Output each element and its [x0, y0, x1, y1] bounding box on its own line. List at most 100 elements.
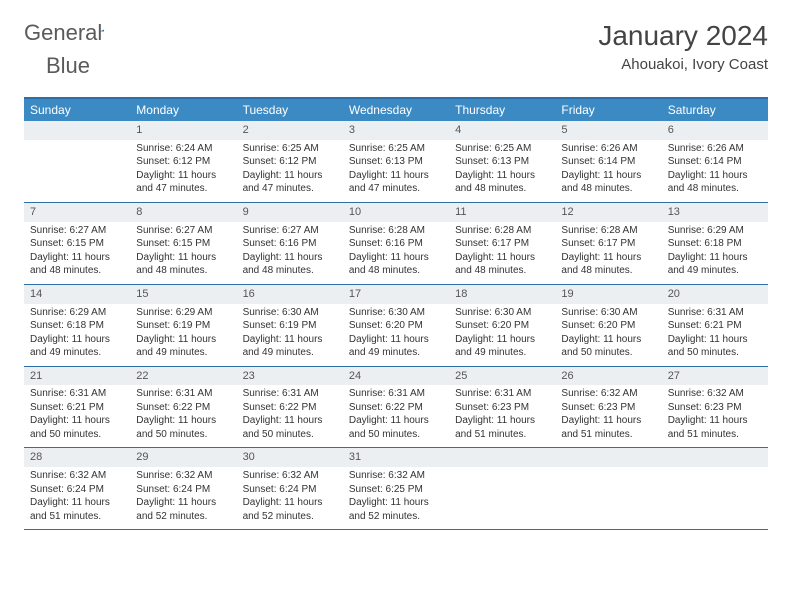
weekday-tuesday: Tuesday — [237, 99, 343, 121]
brand-mark-icon — [100, 21, 104, 39]
weeks-container: 1Sunrise: 6:24 AMSunset: 6:12 PMDaylight… — [24, 121, 768, 530]
day-number: 19 — [555, 285, 661, 304]
day-cell: 1Sunrise: 6:24 AMSunset: 6:12 PMDaylight… — [130, 121, 236, 202]
day-body: Sunrise: 6:30 AMSunset: 6:20 PMDaylight:… — [449, 304, 555, 366]
sunset-text: Sunset: 6:22 PM — [349, 401, 443, 415]
sunset-text: Sunset: 6:14 PM — [561, 155, 655, 169]
day-body: Sunrise: 6:27 AMSunset: 6:16 PMDaylight:… — [237, 222, 343, 284]
day-number: 2 — [237, 121, 343, 140]
sunrise-text: Sunrise: 6:28 AM — [455, 224, 549, 238]
day-body: Sunrise: 6:26 AMSunset: 6:14 PMDaylight:… — [555, 140, 661, 202]
day-number: 23 — [237, 367, 343, 386]
day-body: Sunrise: 6:25 AMSunset: 6:12 PMDaylight:… — [237, 140, 343, 202]
sunset-text: Sunset: 6:20 PM — [349, 319, 443, 333]
sunrise-text: Sunrise: 6:28 AM — [349, 224, 443, 238]
day-number: 28 — [24, 448, 130, 467]
sunset-text: Sunset: 6:16 PM — [349, 237, 443, 251]
sunrise-text: Sunrise: 6:28 AM — [561, 224, 655, 238]
day-body: Sunrise: 6:32 AMSunset: 6:24 PMDaylight:… — [24, 467, 130, 529]
day-number: 13 — [662, 203, 768, 222]
daylight-text: Daylight: 11 hours and 49 minutes. — [349, 333, 443, 360]
daylight-text: Daylight: 11 hours and 49 minutes. — [243, 333, 337, 360]
weekday-header-row: SundayMondayTuesdayWednesdayThursdayFrid… — [24, 99, 768, 121]
day-cell: 12Sunrise: 6:28 AMSunset: 6:17 PMDayligh… — [555, 203, 661, 284]
day-number — [449, 448, 555, 467]
day-cell: 19Sunrise: 6:30 AMSunset: 6:20 PMDayligh… — [555, 285, 661, 366]
day-number: 10 — [343, 203, 449, 222]
day-number: 25 — [449, 367, 555, 386]
day-cell: 26Sunrise: 6:32 AMSunset: 6:23 PMDayligh… — [555, 367, 661, 448]
day-cell: 11Sunrise: 6:28 AMSunset: 6:17 PMDayligh… — [449, 203, 555, 284]
daylight-text: Daylight: 11 hours and 47 minutes. — [349, 169, 443, 196]
sunrise-text: Sunrise: 6:31 AM — [668, 306, 762, 320]
sunrise-text: Sunrise: 6:27 AM — [30, 224, 124, 238]
week-row: 7Sunrise: 6:27 AMSunset: 6:15 PMDaylight… — [24, 203, 768, 285]
page-subtitle: Ahouakoi, Ivory Coast — [598, 56, 768, 73]
sunset-text: Sunset: 6:21 PM — [30, 401, 124, 415]
day-body: Sunrise: 6:30 AMSunset: 6:19 PMDaylight:… — [237, 304, 343, 366]
day-cell: 7Sunrise: 6:27 AMSunset: 6:15 PMDaylight… — [24, 203, 130, 284]
day-cell: 13Sunrise: 6:29 AMSunset: 6:18 PMDayligh… — [662, 203, 768, 284]
day-number: 18 — [449, 285, 555, 304]
weekday-monday: Monday — [130, 99, 236, 121]
day-number: 31 — [343, 448, 449, 467]
daylight-text: Daylight: 11 hours and 50 minutes. — [243, 414, 337, 441]
day-body: Sunrise: 6:25 AMSunset: 6:13 PMDaylight:… — [449, 140, 555, 202]
sunset-text: Sunset: 6:18 PM — [668, 237, 762, 251]
day-body: Sunrise: 6:32 AMSunset: 6:24 PMDaylight:… — [130, 467, 236, 529]
day-number — [555, 448, 661, 467]
daylight-text: Daylight: 11 hours and 48 minutes. — [455, 169, 549, 196]
sunset-text: Sunset: 6:24 PM — [30, 483, 124, 497]
day-body: Sunrise: 6:32 AMSunset: 6:23 PMDaylight:… — [662, 385, 768, 447]
day-body: Sunrise: 6:26 AMSunset: 6:14 PMDaylight:… — [662, 140, 768, 202]
sunset-text: Sunset: 6:19 PM — [136, 319, 230, 333]
sunrise-text: Sunrise: 6:32 AM — [136, 469, 230, 483]
day-cell: 28Sunrise: 6:32 AMSunset: 6:24 PMDayligh… — [24, 448, 130, 529]
day-number: 7 — [24, 203, 130, 222]
sunrise-text: Sunrise: 6:31 AM — [455, 387, 549, 401]
day-cell: 6Sunrise: 6:26 AMSunset: 6:14 PMDaylight… — [662, 121, 768, 202]
daylight-text: Daylight: 11 hours and 51 minutes. — [668, 414, 762, 441]
day-number: 11 — [449, 203, 555, 222]
sunrise-text: Sunrise: 6:24 AM — [136, 142, 230, 156]
week-row: 28Sunrise: 6:32 AMSunset: 6:24 PMDayligh… — [24, 448, 768, 530]
weekday-thursday: Thursday — [449, 99, 555, 121]
sunset-text: Sunset: 6:18 PM — [30, 319, 124, 333]
day-number: 22 — [130, 367, 236, 386]
daylight-text: Daylight: 11 hours and 52 minutes. — [349, 496, 443, 523]
daylight-text: Daylight: 11 hours and 49 minutes. — [136, 333, 230, 360]
day-cell: 15Sunrise: 6:29 AMSunset: 6:19 PMDayligh… — [130, 285, 236, 366]
day-body: Sunrise: 6:31 AMSunset: 6:21 PMDaylight:… — [662, 304, 768, 366]
daylight-text: Daylight: 11 hours and 52 minutes. — [136, 496, 230, 523]
sunrise-text: Sunrise: 6:25 AM — [455, 142, 549, 156]
sunset-text: Sunset: 6:20 PM — [561, 319, 655, 333]
daylight-text: Daylight: 11 hours and 48 minutes. — [668, 169, 762, 196]
brand-logo: General — [24, 20, 124, 46]
sunset-text: Sunset: 6:16 PM — [243, 237, 337, 251]
day-number: 15 — [130, 285, 236, 304]
day-body: Sunrise: 6:29 AMSunset: 6:18 PMDaylight:… — [662, 222, 768, 284]
day-number: 21 — [24, 367, 130, 386]
daylight-text: Daylight: 11 hours and 48 minutes. — [561, 251, 655, 278]
daylight-text: Daylight: 11 hours and 48 minutes. — [561, 169, 655, 196]
day-body: Sunrise: 6:28 AMSunset: 6:17 PMDaylight:… — [449, 222, 555, 284]
sunrise-text: Sunrise: 6:26 AM — [668, 142, 762, 156]
daylight-text: Daylight: 11 hours and 50 minutes. — [136, 414, 230, 441]
day-number: 26 — [555, 367, 661, 386]
daylight-text: Daylight: 11 hours and 48 minutes. — [349, 251, 443, 278]
daylight-text: Daylight: 11 hours and 50 minutes. — [668, 333, 762, 360]
day-body: Sunrise: 6:29 AMSunset: 6:18 PMDaylight:… — [24, 304, 130, 366]
sunrise-text: Sunrise: 6:27 AM — [136, 224, 230, 238]
sunset-text: Sunset: 6:23 PM — [561, 401, 655, 415]
calendar: SundayMondayTuesdayWednesdayThursdayFrid… — [24, 97, 768, 530]
weekday-wednesday: Wednesday — [343, 99, 449, 121]
day-body: Sunrise: 6:28 AMSunset: 6:17 PMDaylight:… — [555, 222, 661, 284]
day-body: Sunrise: 6:30 AMSunset: 6:20 PMDaylight:… — [555, 304, 661, 366]
daylight-text: Daylight: 11 hours and 51 minutes. — [30, 496, 124, 523]
sunset-text: Sunset: 6:15 PM — [30, 237, 124, 251]
day-cell: 21Sunrise: 6:31 AMSunset: 6:21 PMDayligh… — [24, 367, 130, 448]
sunrise-text: Sunrise: 6:31 AM — [30, 387, 124, 401]
sunset-text: Sunset: 6:25 PM — [349, 483, 443, 497]
sunset-text: Sunset: 6:14 PM — [668, 155, 762, 169]
day-cell: 22Sunrise: 6:31 AMSunset: 6:22 PMDayligh… — [130, 367, 236, 448]
